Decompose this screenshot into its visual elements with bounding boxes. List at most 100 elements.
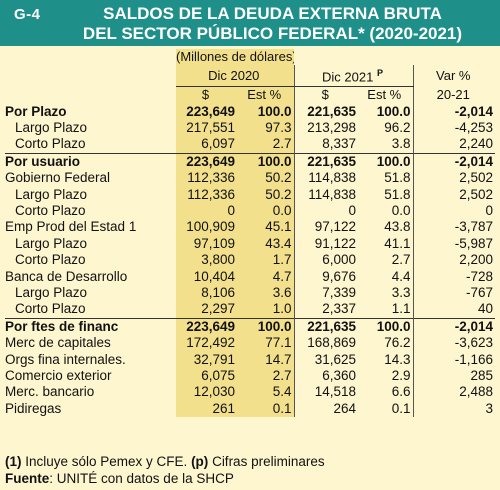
share-2021: 2.9 bbox=[391, 368, 411, 384]
table-row: Largo Plazo 97,109 43.4 91,122 41.1 -5,987 bbox=[5, 235, 496, 253]
units-label: (Millones de dólares) bbox=[176, 49, 295, 66]
footnotes: (1) Incluye sólo Pemex y CFE. (p) Cifras… bbox=[5, 453, 495, 487]
value-2021: 221,635 bbox=[293, 317, 359, 336]
table-row: Merc de capitales 172,492 77.1 168,869 76.2-… bbox=[5, 335, 496, 352]
value-2021: 264 bbox=[293, 400, 359, 418]
value-2020: 2,297 bbox=[176, 301, 237, 319]
note-1-text: Incluye sólo Pemex y CFE. bbox=[21, 454, 192, 469]
variation: 2,200 bbox=[412, 252, 496, 269]
share-2020: 97.3 bbox=[237, 119, 295, 137]
share-2021: 100.0 bbox=[358, 317, 414, 336]
table-row: Corto Plazo 6,097 2.7 8,337 3.8 2,240 bbox=[5, 136, 496, 154]
share-2020: 2.7 bbox=[237, 136, 295, 154]
share-2021: 100.0 bbox=[358, 152, 414, 171]
share-2020: 50.2 bbox=[237, 170, 295, 187]
source-line: Fuente: UNITÉ con datos de la SHCP bbox=[5, 470, 495, 487]
table-row: Largo Plazo 112,336 50.2 114,838 51.8 2,502 bbox=[5, 186, 496, 203]
value-2020: 12,030 bbox=[176, 384, 237, 401]
value-2020: 97,109 bbox=[176, 235, 237, 253]
row-label: Por ftes de financ bbox=[5, 317, 176, 336]
variation: 2,502 bbox=[412, 186, 496, 203]
table-row: Gobierno Federal 112,336 50.2 114,838 51.8 2,… bbox=[5, 170, 496, 187]
table-row: Comercio exterior 6,075 2.7 6,360 2.9 285 bbox=[5, 368, 496, 385]
value-2021: 9,676 bbox=[293, 268, 359, 286]
value-2020: 6,075 bbox=[176, 368, 237, 385]
variation: -2,014 bbox=[412, 152, 496, 171]
value-2020: 172,492 bbox=[176, 335, 237, 352]
share-2020: 5.4 bbox=[237, 384, 295, 401]
variation: -5,987 bbox=[412, 235, 496, 253]
variation: 2,240 bbox=[412, 136, 496, 154]
row-label: Corto Plazo bbox=[15, 202, 86, 218]
value-2020: 8,106 bbox=[176, 285, 237, 302]
row-label: Banca de Desarrollo bbox=[5, 268, 128, 284]
header-row-periods: Dic 2020 Dic 2021 P Var % bbox=[5, 65, 496, 88]
share-2020: 14.7 bbox=[237, 351, 295, 369]
value-2020: 223,649 bbox=[176, 103, 237, 120]
value-2021: 97,122 bbox=[293, 219, 359, 236]
value-2021: 221,635 bbox=[293, 152, 359, 171]
value-2020: 223,649 bbox=[176, 152, 237, 171]
sub-structure-2021: Est % bbox=[367, 87, 402, 103]
period-2021: Dic 2021 bbox=[322, 69, 374, 85]
value-2020: 112,336 bbox=[176, 170, 237, 187]
share-2021: 14.3 bbox=[384, 351, 411, 367]
sub-structure-2020: Est % bbox=[237, 86, 295, 104]
share-2021: 100.0 bbox=[376, 103, 411, 119]
header-row-units: (Millones de dólares) bbox=[5, 49, 495, 66]
table-row: Por usuario 223,649 100.0 221,635 100.0 -2,01… bbox=[5, 152, 496, 171]
note-2-mark: (p) bbox=[191, 454, 209, 469]
source-text: : UNITÉ con datos de la SHCP bbox=[49, 471, 234, 486]
debt-table: (Millones de dólares) Dic 2020 Dic 2021 … bbox=[5, 49, 496, 418]
share-2020: 1.0 bbox=[237, 301, 295, 319]
period-2021-cell: Dic 2021 P bbox=[293, 65, 414, 88]
value-2021: 14,518 bbox=[293, 384, 359, 401]
graphic-tag: G-4 bbox=[14, 6, 41, 23]
variation: -3,623 bbox=[412, 335, 496, 352]
variation: -2,014 bbox=[412, 103, 496, 120]
table-row: Largo Plazo 217,551 97.3 213,298 96.2 -4,253 bbox=[5, 119, 496, 137]
row-label: Merc. bancario bbox=[5, 384, 95, 400]
share-2021: 51.8 bbox=[384, 186, 411, 202]
variation: 3 bbox=[412, 400, 496, 418]
row-label: Corto Plazo bbox=[15, 252, 86, 268]
header-row-subheads: $ Est % $ Est % 20-21 bbox=[5, 86, 496, 104]
table-row: Merc. bancario 12,030 5.4 14,518 6.6 2,488 bbox=[5, 384, 496, 401]
note-2-text: Cifras preliminares bbox=[208, 454, 325, 469]
share-2021: 3.8 bbox=[391, 136, 411, 152]
row-label: Emp Prod del Estad 1 bbox=[5, 219, 137, 235]
table-row: Corto Plazo 0 0.0 0 0.0 0 bbox=[5, 202, 496, 220]
row-label: Largo Plazo bbox=[15, 119, 88, 135]
table-row: Corto Plazo 3,800 1.7 6,000 2.7 2,200 bbox=[5, 252, 496, 269]
row-label: Corto Plazo bbox=[15, 301, 86, 317]
row-label: Largo Plazo bbox=[15, 285, 88, 301]
table-row: Por Plazo 223,649 100.0 221,635 100.0 -2,014 bbox=[5, 103, 496, 120]
variation: 0 bbox=[412, 202, 496, 220]
share-2021: 0.0 bbox=[391, 202, 411, 218]
variation: 40 bbox=[412, 301, 496, 319]
share-2020: 0.0 bbox=[237, 202, 295, 220]
sub-currency-2021: $ bbox=[293, 86, 359, 104]
title-line-1: SALDOS DE LA DEUDA EXTERNA BRUTA bbox=[103, 4, 442, 23]
value-2020: 0 bbox=[176, 202, 237, 220]
share-2020: 2.7 bbox=[237, 368, 295, 385]
table-row: Orgs fina internales. 32,791 14.7 31,625 14.… bbox=[5, 351, 496, 369]
variation: -767 bbox=[412, 285, 496, 302]
var-period: 20-21 bbox=[412, 86, 496, 104]
row-label: Comercio exterior bbox=[5, 368, 112, 384]
value-2021: 114,838 bbox=[293, 170, 359, 187]
value-2021: 2,337 bbox=[293, 301, 359, 319]
sub-currency-2020: $ bbox=[176, 86, 237, 104]
share-2020: 4.7 bbox=[237, 268, 295, 286]
note-1-mark: (1) bbox=[5, 454, 22, 469]
source-label: Fuente bbox=[5, 471, 50, 486]
table-row: Emp Prod del Estad 1 100,909 45.1 97,122 43.… bbox=[5, 219, 496, 236]
period-2020: Dic 2020 bbox=[176, 65, 295, 88]
variation: 2,488 bbox=[412, 384, 496, 401]
table-row: Largo Plazo 8,106 3.6 7,339 3.3 -767 bbox=[5, 285, 496, 302]
variation: -728 bbox=[412, 268, 496, 286]
share-2021: 2.7 bbox=[391, 252, 411, 268]
row-label: Por usuario bbox=[5, 152, 176, 171]
row-label: Largo Plazo bbox=[15, 186, 88, 202]
share-2021: 43.8 bbox=[384, 219, 411, 235]
